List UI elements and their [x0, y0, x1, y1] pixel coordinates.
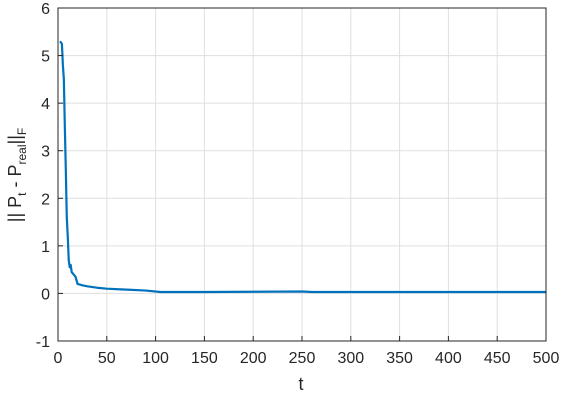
data-line: [59, 40, 546, 294]
x-tick-label: 100: [142, 350, 169, 367]
x-tick-label: 450: [484, 350, 511, 367]
x-axis-label: t: [298, 374, 303, 394]
x-tick-label: 50: [98, 350, 116, 367]
x-tick-label: 300: [337, 350, 364, 367]
plot-area: [59, 40, 546, 294]
x-tick-label: 400: [435, 350, 462, 367]
y-tick-label: 2: [41, 191, 50, 208]
y-axis-label-part: - P: [5, 165, 25, 193]
y-axis-label-subscript: F: [15, 128, 29, 135]
y-axis-label-subscript: t: [15, 192, 29, 196]
grid: [57, 7, 547, 342]
y-axis-label-part: || P: [5, 196, 25, 222]
x-tick-label: 0: [54, 350, 63, 367]
x-tick-label: 250: [289, 350, 316, 367]
y-axis-label: || Pt - Preal||F: [5, 128, 29, 222]
y-tick-label: 1: [41, 239, 50, 256]
y-tick-label: 5: [41, 49, 50, 66]
x-tick-label: 200: [240, 350, 267, 367]
axes-box: [57, 7, 547, 342]
y-tick-label: -1: [36, 334, 50, 351]
y-axis-label-subscript: real: [15, 144, 29, 164]
y-tick-label: 0: [41, 286, 50, 303]
x-tick-label: 500: [533, 350, 560, 367]
y-axis-label-part: ||: [5, 135, 25, 144]
x-tick-label: 150: [191, 350, 218, 367]
y-tick-label: 4: [41, 96, 50, 113]
x-tick-label: 350: [386, 350, 413, 367]
y-tick-label: 3: [41, 144, 50, 161]
y-tick-label: 6: [41, 1, 50, 18]
